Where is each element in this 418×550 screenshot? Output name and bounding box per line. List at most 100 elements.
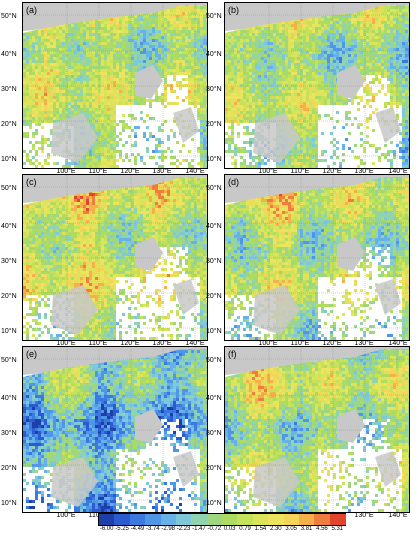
data-pixel [137, 102, 140, 105]
data-pixel [128, 102, 131, 105]
data-pixel [273, 75, 276, 78]
data-pixel [363, 51, 366, 54]
data-pixel [372, 96, 375, 99]
data-pixel [258, 54, 261, 57]
data-pixel [104, 114, 107, 117]
data-pixel [86, 48, 89, 51]
data-pixel [173, 156, 176, 159]
data-pixel [354, 21, 357, 24]
data-pixel [80, 54, 83, 57]
data-pixel [155, 39, 158, 42]
data-pixel [339, 99, 342, 102]
data-pixel [408, 42, 409, 45]
data-pixel [282, 66, 285, 69]
data-pixel [185, 72, 188, 75]
data-pixel [206, 27, 207, 30]
data-pixel [191, 159, 194, 162]
data-pixel [324, 39, 327, 42]
data-pixel [237, 30, 240, 33]
data-pixel [35, 60, 38, 63]
data-pixel [318, 45, 321, 48]
data-pixel [297, 93, 300, 96]
data-pixel [131, 42, 134, 45]
data-pixel [158, 45, 161, 48]
data-pixel [402, 51, 405, 54]
data-pixel [363, 27, 366, 30]
data-pixel [360, 48, 363, 51]
data-pixel [29, 123, 32, 126]
data-pixel [158, 63, 161, 66]
data-pixel [264, 60, 267, 63]
data-pixel [140, 99, 143, 102]
data-pixel [396, 96, 399, 99]
data-pixel [279, 81, 282, 84]
data-pixel [158, 30, 161, 33]
data-pixel [285, 99, 288, 102]
data-pixel [182, 5, 185, 6]
data-pixel [95, 120, 98, 123]
data-pixel [264, 48, 267, 51]
data-pixel [53, 120, 56, 123]
data-pixel [158, 72, 161, 75]
data-pixel [128, 126, 131, 129]
data-pixel [128, 18, 131, 21]
data-pixel [59, 42, 62, 45]
data-pixel [375, 36, 378, 39]
data-pixel [240, 81, 243, 84]
data-pixel [387, 51, 390, 54]
data-pixel [92, 117, 95, 120]
data-pixel [408, 87, 409, 90]
data-pixel [179, 162, 182, 165]
data-pixel [360, 36, 363, 39]
data-pixel [104, 138, 107, 141]
data-pixel [306, 78, 309, 81]
data-pixel [285, 105, 288, 108]
data-pixel [23, 90, 26, 93]
data-pixel [276, 93, 279, 96]
data-pixel [348, 27, 351, 30]
data-pixel [50, 30, 53, 33]
data-pixel [149, 117, 152, 120]
data-pixel [170, 129, 173, 132]
data-pixel [351, 15, 354, 18]
data-pixel [405, 15, 408, 18]
data-pixel [98, 90, 101, 93]
data-pixel [62, 114, 65, 117]
data-pixel [110, 105, 113, 108]
data-pixel [53, 72, 56, 75]
data-pixel [101, 84, 104, 87]
data-pixel [273, 63, 276, 66]
data-pixel [264, 96, 267, 99]
data-pixel [225, 42, 228, 45]
data-pixel [357, 66, 360, 69]
data-pixel [68, 102, 71, 105]
data-pixel [396, 84, 399, 87]
data-pixel [176, 42, 179, 45]
data-pixel [176, 54, 179, 57]
data-pixel [161, 93, 164, 96]
data-pixel [173, 69, 176, 72]
data-pixel [83, 93, 86, 96]
data-pixel [98, 147, 101, 150]
data-pixel [50, 45, 53, 48]
data-pixel [83, 99, 86, 102]
data-pixel [200, 123, 203, 126]
data-pixel [56, 51, 59, 54]
data-pixel [203, 48, 206, 51]
data-pixel [252, 99, 255, 102]
data-pixel [152, 36, 155, 39]
data-pixel [113, 123, 116, 126]
data-pixel [38, 75, 41, 78]
data-pixel [128, 33, 131, 36]
data-pixel [77, 90, 80, 93]
data-pixel [402, 54, 405, 57]
data-pixel [249, 60, 252, 63]
data-pixel [194, 60, 197, 63]
data-pixel [243, 48, 246, 51]
data-pixel [234, 120, 237, 123]
data-pixel [306, 87, 309, 90]
data-pixel [351, 18, 354, 21]
data-pixel [125, 78, 128, 81]
data-pixel [137, 15, 140, 18]
data-pixel [390, 81, 393, 84]
